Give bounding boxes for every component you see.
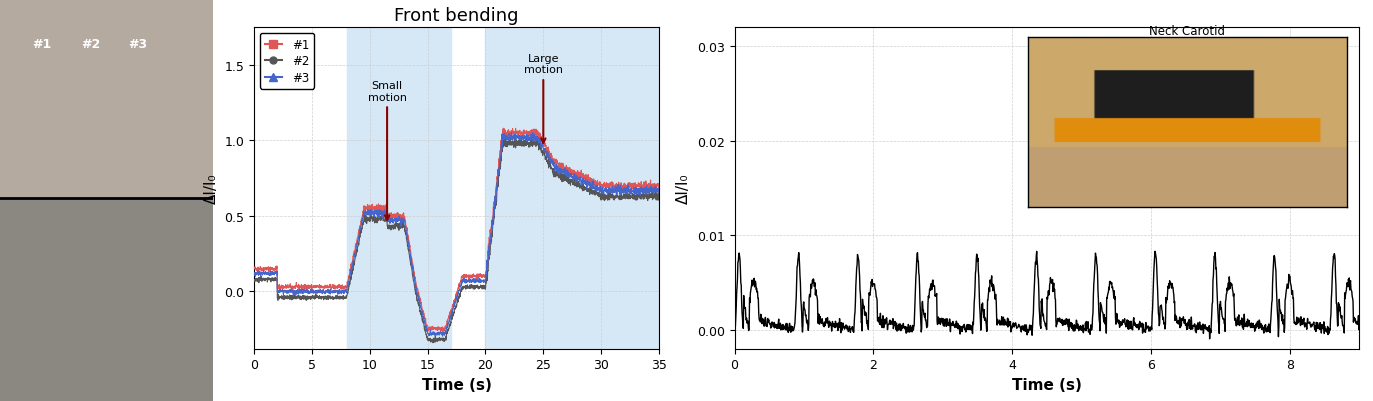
Bar — [486, 28, 659, 349]
Bar — [0, 0, 213, 198]
Text: Small
motion: Small motion — [368, 81, 406, 220]
Legend: #1, #2, #3: #1, #2, #3 — [259, 34, 314, 89]
Text: #2: #2 — [81, 38, 100, 51]
X-axis label: Time (s): Time (s) — [1012, 377, 1082, 392]
Bar — [0, 203, 213, 401]
X-axis label: Time (s): Time (s) — [422, 377, 492, 392]
Bar — [346, 28, 450, 349]
Y-axis label: ΔI/I₀: ΔI/I₀ — [677, 173, 691, 204]
Text: Large
motion: Large motion — [524, 54, 563, 144]
Title: Front bending: Front bending — [394, 7, 519, 25]
Text: #3: #3 — [128, 38, 147, 51]
Text: #1: #1 — [32, 38, 51, 51]
Y-axis label: ΔI/I₀: ΔI/I₀ — [203, 173, 218, 204]
